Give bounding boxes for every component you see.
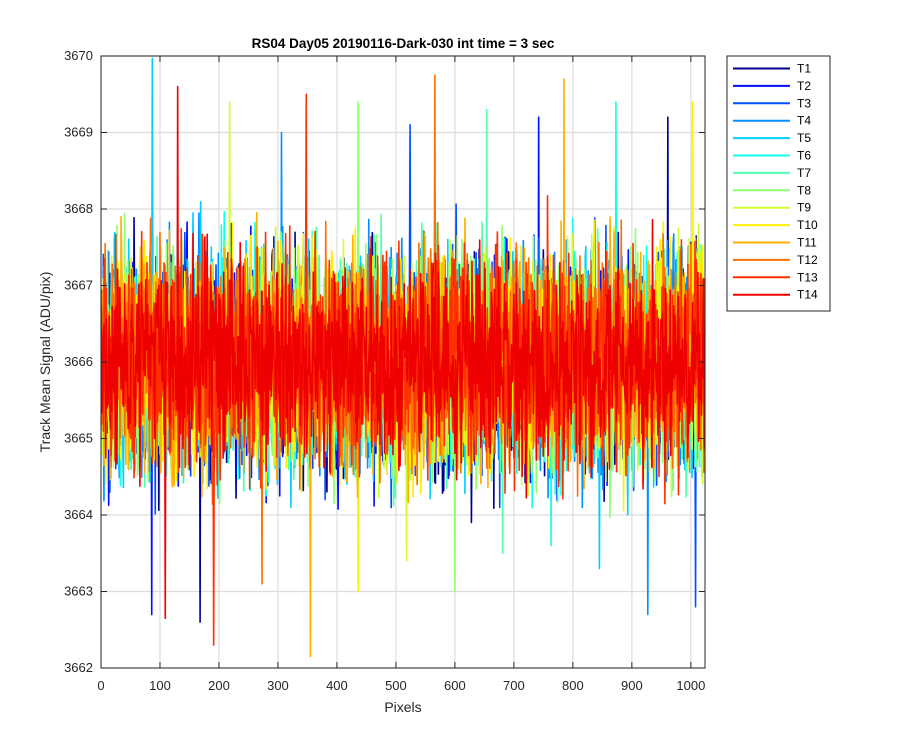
series-group: [101, 57, 705, 658]
y-axis-label: Track Mean Signal (ADU/pix): [37, 272, 53, 453]
x-axis-label: Pixels: [384, 699, 421, 715]
legend-label-t4: T4: [797, 114, 811, 128]
legend-label-t11: T11: [797, 236, 817, 250]
y-tick-label: 3667: [64, 278, 93, 293]
x-tick-label: 400: [326, 678, 348, 693]
legend-label-t1: T1: [797, 62, 811, 76]
legend-label-t10: T10: [797, 218, 818, 232]
y-tick-label: 3669: [64, 125, 93, 140]
x-tick-label: 100: [149, 678, 171, 693]
legend-label-t5: T5: [797, 131, 811, 145]
legend: T1 T2 T3 T4 T5 T6 T7 T8 T9 T10 T11 T12 T13 T14: [726, 55, 831, 312]
legend-box: [726, 55, 831, 312]
series-line-t14: [101, 85, 705, 620]
legend-label-t7: T7: [797, 166, 811, 180]
y-tick-label: 3668: [64, 201, 93, 216]
x-tick-label: 600: [444, 678, 466, 693]
legend-label-t9: T9: [797, 201, 811, 215]
legend-label-t14: T14: [797, 288, 818, 302]
ticks: 0 100 200 300 400 500 600 700 800 900 1000 3662 3663…: [64, 48, 705, 693]
x-tick-label: 700: [503, 678, 525, 693]
x-tick-label: 800: [562, 678, 584, 693]
legend-label-t13: T13: [797, 270, 818, 284]
y-tick-label: 3666: [64, 354, 93, 369]
x-tick-label: 500: [385, 678, 407, 693]
y-tick-label: 3664: [64, 507, 93, 522]
legend-label-t6: T6: [797, 149, 811, 163]
x-tick-label: 1000: [676, 678, 705, 693]
chart-title: RS04 Day05 20190116-Dark-030 int time = …: [252, 36, 555, 51]
y-tick-label: 3662: [64, 660, 93, 675]
y-tick-label: 3670: [64, 48, 93, 63]
legend-label-t3: T3: [797, 96, 811, 110]
x-tick-label: 300: [267, 678, 289, 693]
x-tick-label: 900: [621, 678, 643, 693]
legend-label-t8: T8: [797, 183, 811, 197]
x-tick-label: 0: [97, 678, 104, 693]
legend-label-t12: T12: [797, 253, 818, 267]
y-tick-label: 3665: [64, 431, 93, 446]
y-tick-label: 3663: [64, 584, 93, 599]
legend-label-t2: T2: [797, 79, 811, 93]
x-tick-label: 200: [208, 678, 230, 693]
